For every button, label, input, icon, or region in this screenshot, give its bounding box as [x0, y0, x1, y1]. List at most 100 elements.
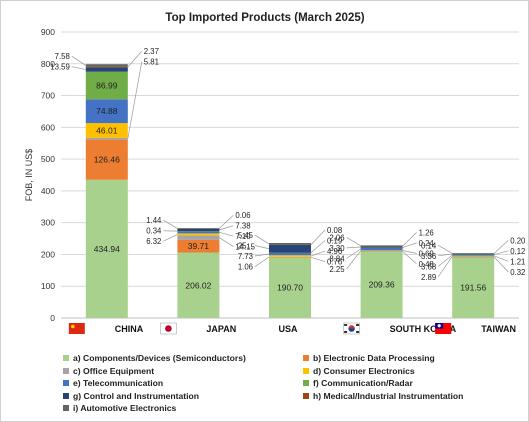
data-label: 3.36 — [421, 252, 436, 261]
leader-line — [127, 50, 143, 68]
data-label: 0.19 — [327, 237, 342, 246]
legend-item: b) Electronic Data Processing — [303, 353, 435, 363]
data-label: 0.06 — [235, 211, 250, 220]
y-tick-label: 500 — [41, 154, 55, 164]
legend-label: e) Telecommunication — [73, 378, 164, 388]
data-label: 1.26 — [419, 228, 434, 237]
data-label: 0.32 — [510, 268, 525, 277]
legend-label: c) Office Equipment — [73, 365, 155, 376]
leader-line — [71, 66, 86, 70]
data-label: 1.44 — [146, 216, 162, 225]
y-tick-label: 300 — [41, 218, 55, 228]
south-korea-flag-icon — [343, 322, 360, 335]
leader-line — [438, 253, 453, 257]
japan-flag-icon — [160, 322, 177, 335]
x-tick-label-second: JAPAN — [206, 324, 236, 334]
bar-segment — [360, 251, 403, 318]
data-label: 3.30 — [329, 244, 345, 253]
bar-segment — [177, 228, 220, 232]
bar-segment — [452, 257, 495, 318]
data-label: 7.10 — [235, 232, 251, 241]
legend-item: a) Components/Devices (Semiconductors) — [63, 353, 246, 363]
data-label: 0.08 — [327, 226, 342, 235]
data-label: 46.01 — [96, 125, 118, 135]
leader-line — [402, 251, 417, 265]
legend-swatch — [303, 392, 309, 399]
legend-swatch — [63, 392, 69, 399]
leader-line — [219, 231, 234, 237]
leader-line — [493, 256, 509, 273]
data-label: 4.96 — [327, 247, 342, 256]
data-label: 434.94 — [94, 244, 120, 254]
data-label: 8.84 — [329, 254, 345, 263]
leader-line — [438, 245, 453, 254]
data-label: 0.76 — [327, 258, 342, 267]
data-label: 191.56 — [460, 283, 486, 293]
y-tick-label: 100 — [41, 281, 55, 291]
y-tick-label: 400 — [41, 186, 55, 196]
bar-segment — [85, 99, 128, 124]
y-tick-label: 0 — [50, 313, 55, 323]
data-label: 0.12 — [510, 247, 525, 256]
bar-segment — [360, 247, 403, 251]
data-label: 2.06 — [329, 233, 344, 242]
y-axis-label: FOB, IN US$ — [24, 149, 34, 202]
leader-line — [346, 237, 361, 247]
data-label: 1.21 — [510, 257, 525, 266]
legend-swatch — [63, 380, 69, 386]
legend-item: g) Control and Instrumentation — [63, 391, 199, 401]
leader-line — [437, 254, 453, 267]
leader-line — [254, 256, 270, 267]
bar-segment — [452, 254, 495, 256]
leader-line — [346, 250, 361, 270]
taiwan-flag-icon — [435, 323, 452, 334]
bar-segment — [360, 250, 403, 252]
leader-line — [254, 245, 270, 250]
data-label: 5.45 — [238, 231, 254, 240]
data-label: 2.89 — [421, 273, 436, 282]
leader-line — [310, 250, 326, 257]
y-tick-label: 200 — [41, 249, 55, 259]
stacked-bar-chart: Top Imported Products (March 2025) FOB, I… — [24, 12, 526, 335]
x-tick-label-fifth: TAIWAN — [481, 324, 516, 334]
bar-segment — [85, 137, 128, 140]
bar-segment — [85, 139, 128, 180]
data-label: 2.25 — [329, 265, 345, 274]
leader-line — [163, 219, 178, 229]
y-tick-label: 800 — [41, 59, 55, 69]
legend-swatch — [63, 367, 69, 374]
leader-line — [310, 240, 326, 254]
legend-item: f) Communication/Radar — [303, 378, 413, 388]
bar-segment — [177, 252, 220, 318]
leader-line — [127, 61, 143, 139]
legend-item: h) Medical/Industrial Instrumentation — [303, 391, 463, 401]
data-label: 2.37 — [144, 47, 159, 56]
legend-label: b) Electronic Data Processing — [313, 353, 435, 363]
data-label: 13.59 — [50, 63, 70, 72]
leader-line — [402, 242, 417, 248]
bar-segment — [269, 243, 311, 245]
data-label: 0.69 — [419, 249, 434, 258]
legend-swatch — [303, 367, 309, 374]
data-label: 74.88 — [96, 106, 118, 116]
data-label: 14.15 — [235, 243, 255, 252]
leader-line — [493, 240, 509, 254]
leader-line — [163, 234, 178, 242]
y-tick-label: 900 — [41, 27, 55, 37]
legend-item: i) Automotive Electronics — [63, 403, 176, 413]
data-label: 126.46 — [94, 155, 120, 165]
bar-segment — [85, 71, 128, 100]
bar-segment — [85, 123, 128, 138]
data-label: 6.32 — [146, 237, 161, 246]
bar-segment — [452, 256, 495, 258]
bar-segment — [452, 253, 495, 255]
bar-segment — [269, 244, 311, 253]
y-tick-label: 600 — [41, 122, 55, 132]
leader-line — [494, 250, 509, 255]
leader-line — [402, 232, 417, 247]
data-label: 7.73 — [238, 252, 253, 261]
x-tick-label-third: USA — [278, 324, 298, 334]
bar-segment — [269, 255, 311, 257]
x-tick-label-first: CHINA — [115, 324, 144, 334]
bar-segment — [85, 64, 128, 67]
